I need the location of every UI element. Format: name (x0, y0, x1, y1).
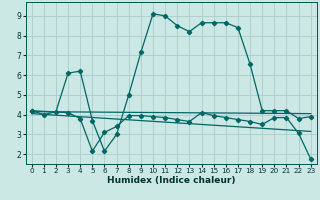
X-axis label: Humidex (Indice chaleur): Humidex (Indice chaleur) (107, 176, 236, 185)
